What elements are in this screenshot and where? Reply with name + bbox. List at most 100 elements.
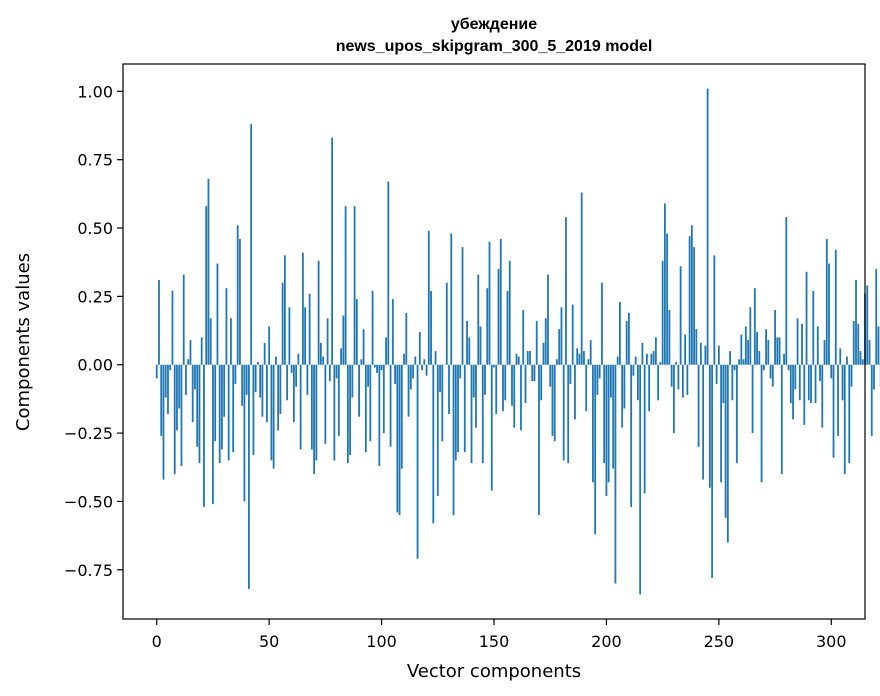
bar-66 — [304, 307, 307, 365]
bar-116 — [416, 364, 419, 559]
bar-33 — [230, 318, 232, 365]
bar-216 — [641, 342, 644, 365]
bar-98 — [376, 364, 378, 373]
bar-198 — [601, 282, 603, 365]
bar-42 — [250, 124, 253, 365]
bar-44 — [254, 364, 257, 393]
x-tick-label-1: 50 — [259, 632, 279, 651]
bar-208 — [623, 364, 626, 409]
bar-96 — [371, 290, 374, 365]
bar-255 — [729, 351, 731, 365]
bar-321 — [877, 326, 880, 365]
bar-182 — [565, 217, 567, 365]
bar-298 — [825, 238, 828, 365]
bar-47 — [261, 364, 264, 417]
bar-225 — [661, 260, 664, 365]
bar-24 — [209, 318, 212, 365]
bar-240 — [695, 329, 698, 365]
bar-64 — [299, 364, 302, 450]
bar-230 — [672, 364, 675, 434]
bar-221 — [652, 351, 655, 365]
bar-274 — [771, 364, 774, 387]
bar-276 — [776, 337, 779, 365]
bar-296 — [821, 364, 824, 428]
bar-293 — [814, 364, 817, 404]
bar-157 — [508, 260, 511, 365]
bar-237 — [688, 236, 691, 365]
bar-129 — [445, 282, 448, 365]
bar-138 — [466, 321, 468, 365]
bar-85 — [346, 364, 349, 464]
bar-136 — [461, 247, 464, 365]
bar-87 — [351, 364, 354, 398]
bar-15 — [189, 340, 192, 365]
x-axis-ticks: 0 50 100 150 200 250 300 — [152, 619, 847, 651]
bar-284 — [794, 364, 797, 390]
bar-310 — [852, 321, 855, 365]
bar-22 — [205, 206, 208, 365]
y-tick-label-6: 0.75 — [77, 151, 113, 170]
bar-227 — [666, 233, 669, 365]
bar-154 — [502, 364, 504, 412]
bar-1 — [158, 279, 160, 365]
bar-190 — [583, 351, 585, 365]
bar-30 — [223, 364, 226, 417]
bar-305 — [841, 364, 844, 401]
bar-13 — [185, 364, 187, 395]
bar-270 — [762, 364, 765, 371]
bar-127 — [441, 364, 444, 442]
bar-7 — [171, 290, 174, 365]
bar-256 — [731, 364, 734, 401]
bar-224 — [659, 362, 662, 365]
bar-25 — [212, 364, 214, 505]
bar-70 — [313, 364, 316, 475]
bar-231 — [675, 362, 678, 365]
bar-158 — [511, 364, 513, 406]
bar-242 — [699, 342, 702, 365]
x-axis-label: Vector components — [407, 661, 581, 682]
bar-257 — [733, 364, 736, 371]
bar-102 — [385, 337, 387, 365]
x-tick-label-2: 100 — [366, 632, 397, 651]
bar-156 — [506, 290, 509, 365]
bar-265 — [751, 364, 754, 434]
bar-91 — [360, 359, 363, 365]
bar-58 — [286, 364, 289, 401]
bar-100 — [380, 364, 383, 371]
bar-273 — [769, 364, 772, 379]
bar-81 — [337, 364, 340, 436]
bar-108 — [398, 364, 401, 516]
bar-89 — [355, 299, 358, 365]
bar-86 — [349, 364, 351, 455]
bar-144 — [479, 326, 482, 365]
x-tick-label-0: 0 — [152, 632, 162, 651]
bar-263 — [747, 340, 749, 365]
bar-54 — [277, 364, 280, 431]
bar-308 — [848, 364, 851, 464]
bar-281 — [787, 364, 790, 371]
bar-75 — [324, 364, 327, 445]
bar-152 — [497, 269, 500, 365]
bar-262 — [744, 326, 747, 365]
bar-118 — [421, 364, 423, 371]
y-axis-ticks: −0.75 −0.50 −0.25 0.00 0.25 0.50 0.75 1.00 — [64, 82, 123, 580]
bar-189 — [580, 192, 583, 365]
y-tick-label-7: 1.00 — [77, 82, 113, 101]
bar-290 — [807, 364, 810, 401]
bar-77 — [328, 364, 331, 382]
bar-199 — [603, 364, 606, 464]
bar-107 — [396, 364, 399, 513]
bar-317 — [868, 340, 871, 365]
bar-113 — [409, 364, 412, 390]
bar-164 — [524, 364, 527, 404]
bar-74 — [322, 356, 325, 365]
bar-59 — [288, 307, 291, 365]
bar-53 — [275, 356, 277, 365]
bar-229 — [670, 364, 673, 387]
bar-200 — [605, 364, 608, 496]
bar-173 — [544, 318, 547, 365]
bar-112 — [407, 364, 410, 417]
y-tick-label-5: 0.50 — [77, 219, 113, 238]
bar-286 — [798, 364, 801, 401]
bar-155 — [504, 364, 507, 401]
